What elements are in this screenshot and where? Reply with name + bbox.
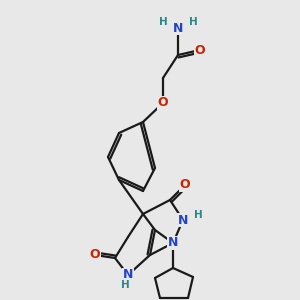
Text: H: H <box>194 210 202 220</box>
Text: H: H <box>159 17 167 27</box>
Text: H: H <box>189 17 197 27</box>
Text: N: N <box>173 22 183 34</box>
Text: N: N <box>123 268 133 281</box>
Text: O: O <box>195 44 205 56</box>
Text: O: O <box>158 97 168 110</box>
Text: N: N <box>168 236 178 250</box>
Text: N: N <box>178 214 188 226</box>
Text: O: O <box>90 248 100 262</box>
Text: O: O <box>180 178 190 191</box>
Text: H: H <box>121 280 129 290</box>
